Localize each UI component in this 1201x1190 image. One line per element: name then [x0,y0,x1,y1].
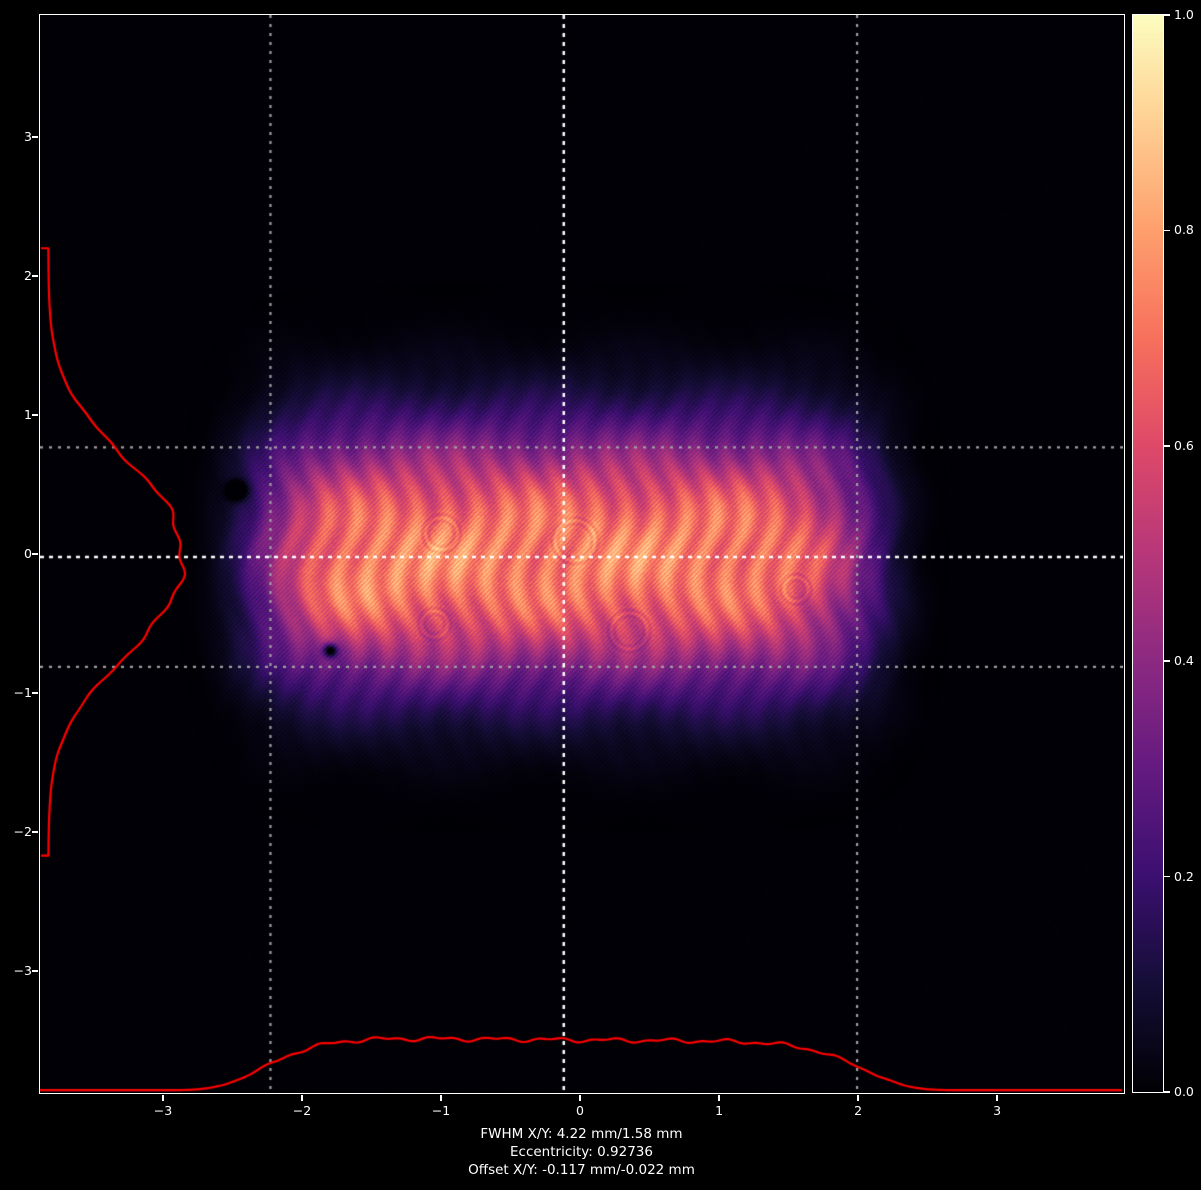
colorbar-tick-mark [1164,14,1170,16]
colorbar-tick-label: 0.2 [1174,868,1194,884]
beam-intensity-canvas [40,15,1123,1092]
x-tick-label: −1 [431,1103,451,1118]
beam-stats-annotation: FWHM X/Y: 4.22 mm/1.58 mm Eccentricity: … [40,1125,1123,1179]
colorbar-tick-label: 0.8 [1174,222,1194,238]
colorbar-tick-mark [1164,229,1170,232]
y-tick-label: −2 [13,824,32,840]
x-tick-label: −3 [153,1103,173,1118]
x-tick-label: 1 [715,1103,724,1118]
y-tick-mark [31,136,38,138]
x-tick-label: 0 [576,1103,584,1118]
y-tick-label: 0 [24,546,32,562]
x-tick-mark [718,1094,720,1101]
y-tick-mark [31,553,38,555]
colorbar-tick-label: 0.6 [1174,437,1194,453]
fwhm-text: FWHM X/Y: 4.22 mm/1.58 mm [480,1126,683,1142]
x-tick-mark [857,1094,859,1101]
x-tick-mark [301,1094,303,1101]
colorbar-tick-label: 0.4 [1174,653,1194,669]
y-tick-label: −3 [13,963,32,979]
colorbar-tick-label: 0.0 [1174,1084,1194,1099]
y-tick-label: 3 [24,129,32,145]
x-tick-mark [579,1094,581,1101]
y-tick-mark [31,692,38,694]
x-tick-mark [162,1094,164,1101]
colorbar-tick-mark [1164,445,1170,447]
y-tick-mark [31,831,38,833]
y-tick-label: 1 [24,407,32,423]
y-tick-mark [31,275,38,277]
x-tick-label: 2 [854,1103,863,1118]
y-tick-label: 2 [24,268,32,284]
x-tick-mark [996,1094,998,1101]
colorbar-tick-mark [1164,875,1170,878]
colorbar-tick-label: 1.0 [1174,7,1194,22]
colorbar-tick-mark [1164,660,1170,662]
y-tick-label: −1 [13,685,32,701]
y-tick-mark [31,414,38,416]
x-tick-label: −2 [292,1103,312,1118]
offset-text: Offset X/Y: -0.117 mm/-0.022 mm [468,1162,695,1178]
colorbar [1132,14,1164,1093]
y-tick-mark [31,970,38,972]
x-tick-mark [440,1094,442,1101]
x-tick-label: 3 [993,1103,1002,1118]
eccentricity-text: Eccentricity: 0.92736 [510,1144,653,1160]
colorbar-tick-mark [1164,1091,1170,1093]
